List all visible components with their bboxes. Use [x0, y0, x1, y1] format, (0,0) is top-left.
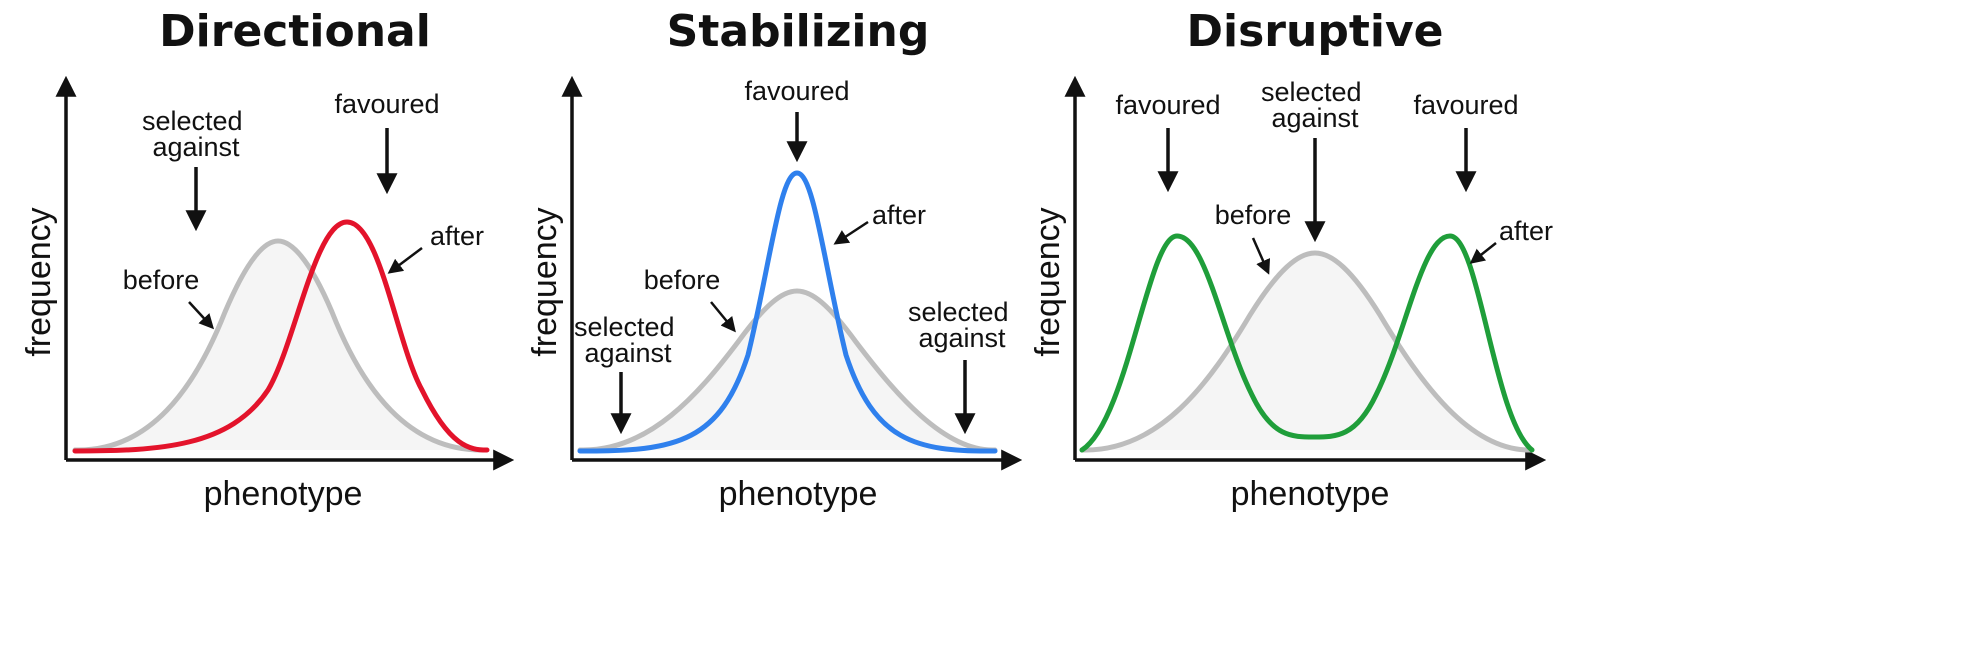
y-axis-label: frequency: [526, 207, 564, 356]
before-label: before: [1215, 200, 1292, 230]
pointer-arrow-icon: [387, 247, 423, 274]
selected-against-label: selected against: [142, 106, 250, 162]
before-curve: [1079, 250, 1535, 453]
panel-title: Disruptive: [1187, 6, 1444, 57]
pointer-arrow-icon: [1469, 242, 1497, 264]
panel-stabilizing: Stabilizing phenotype frequency favoured…: [526, 6, 1023, 513]
pointer-arrow-icon: [833, 220, 869, 245]
panel-title: Directional: [159, 6, 431, 57]
before-area: [580, 291, 995, 451]
x-axis-label: phenotype: [719, 475, 878, 513]
panel-title: Stabilizing: [667, 6, 930, 57]
favoured-right-label: favoured: [1413, 90, 1518, 120]
after-label: after: [872, 200, 926, 230]
pointer-arrow-icon: [188, 301, 215, 330]
pointer-arrow-icon: [710, 301, 736, 333]
before-area: [75, 241, 485, 451]
panel-directional: Directional phenotype frequency selected…: [20, 6, 515, 513]
y-axis-label: frequency: [1029, 207, 1067, 356]
before-label: before: [644, 265, 721, 295]
before-area: [1082, 253, 1532, 451]
before-label: before: [123, 265, 200, 295]
selected-against-label: selected against: [1261, 77, 1369, 133]
after-curve: [72, 219, 490, 454]
before-curve: [72, 238, 488, 453]
favoured-left-label: favoured: [1115, 90, 1220, 120]
y-axis-label: frequency: [20, 207, 58, 356]
x-axis-label: phenotype: [1231, 475, 1390, 513]
favoured-label: favoured: [744, 76, 849, 106]
before-curve: [577, 288, 998, 453]
after-curve: [1079, 233, 1535, 453]
panel-disruptive: Disruptive phenotype frequency favoured …: [1029, 6, 1553, 513]
x-axis-label: phenotype: [204, 475, 363, 513]
after-label: after: [1499, 216, 1553, 246]
after-curve: [577, 170, 998, 454]
after-label: after: [430, 221, 484, 251]
pointer-arrow-icon: [1251, 237, 1271, 275]
selected-against-left-label: selected against: [574, 312, 682, 368]
favoured-label: favoured: [334, 89, 439, 119]
selected-against-right-label: selected against: [908, 297, 1016, 353]
